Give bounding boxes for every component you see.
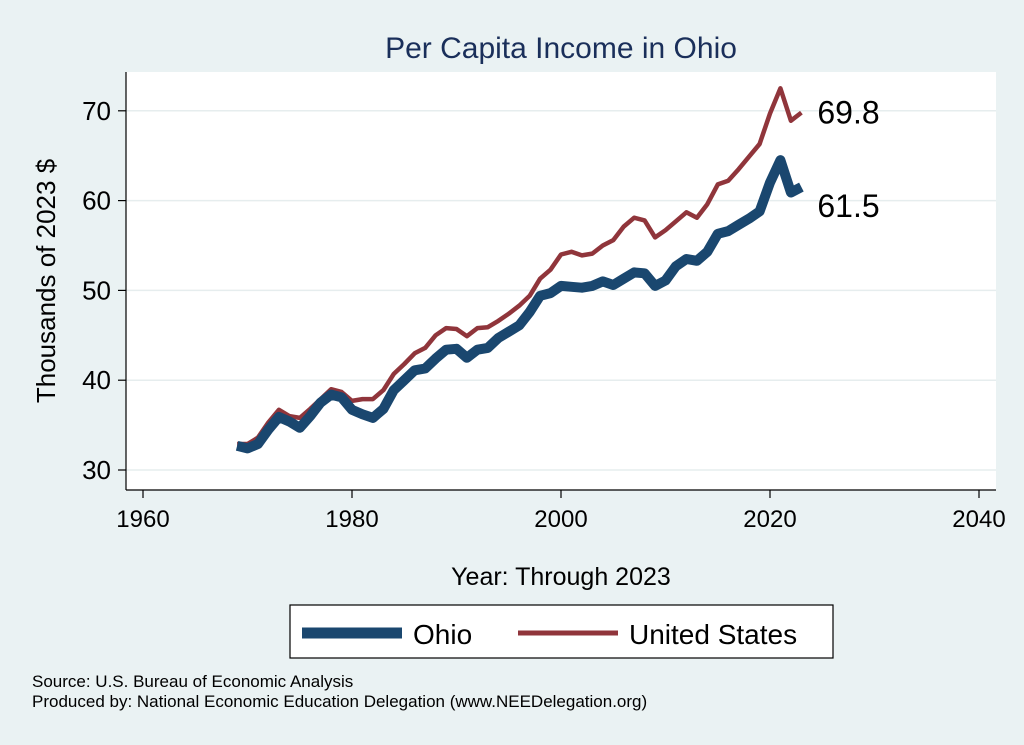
series-lines (235, 86, 804, 454)
y-tick-label: 50 (82, 275, 111, 305)
annotations: 69.8 61.5 (817, 95, 879, 225)
legend-label-ohio: Ohio (413, 619, 472, 650)
x-tick-label: 1960 (116, 506, 169, 533)
producer-note: Produced by: National Economic Education… (32, 692, 648, 711)
x-tick-label: 2000 (534, 506, 587, 533)
x-tick-label: 2020 (743, 506, 796, 533)
data-label-ohio: 61.5 (817, 188, 879, 224)
x-axis-label: Year: Through 2023 (451, 563, 671, 591)
source-note: Source: U.S. Bureau of Economic Analysis (32, 672, 354, 691)
y-tick-label: 40 (82, 365, 111, 395)
chart-title: Per Capita Income in Ohio (385, 32, 737, 65)
x-ticks: 1960 1980 2000 2020 2040 (116, 490, 1006, 533)
y-tick-label: 60 (82, 186, 111, 216)
y-tick-label: 70 (82, 96, 111, 126)
series-line-ohio (235, 155, 804, 454)
y-ticks: 30 40 50 60 70 (82, 96, 126, 485)
x-tick-label: 1980 (325, 506, 378, 533)
y-tick-label: 30 (82, 455, 111, 485)
data-label-united-states: 69.8 (817, 95, 879, 131)
x-tick-label: 2040 (952, 506, 1005, 533)
legend-label-united-states: United States (629, 619, 797, 650)
legend: Ohio United States (289, 604, 834, 659)
series-line-united-states (237, 86, 803, 447)
y-axis-label: Thousands of 2023 $ (31, 158, 61, 403)
